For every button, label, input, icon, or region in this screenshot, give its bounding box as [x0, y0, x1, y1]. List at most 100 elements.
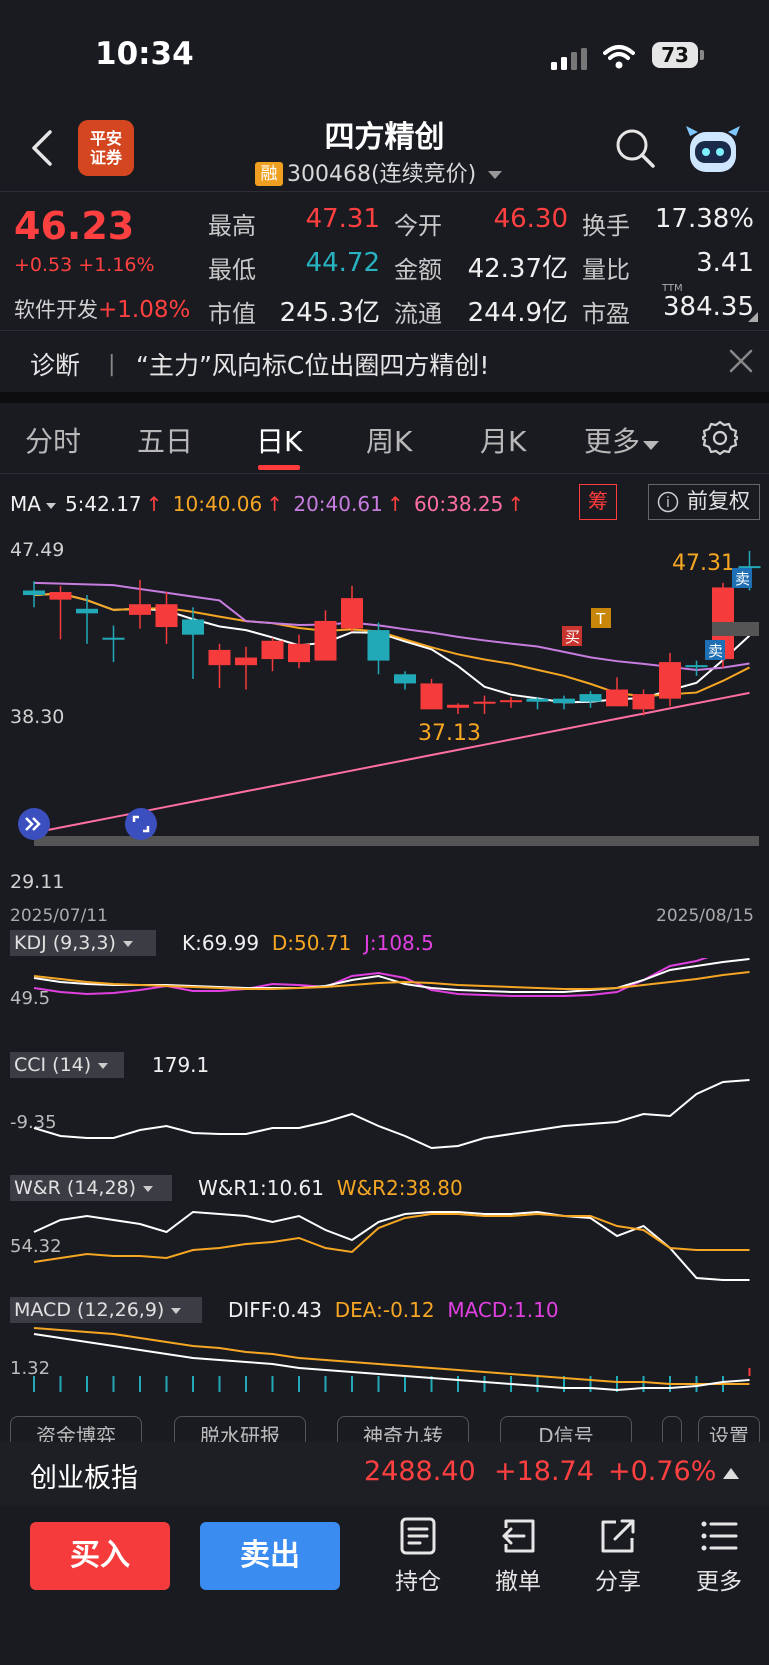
candle-body: [76, 608, 98, 614]
share-button[interactable]: 分享: [582, 1516, 654, 1596]
quote-value-pe: 384.35: [663, 292, 754, 322]
close-icon[interactable]: [728, 348, 754, 374]
fast-forward-icon: [18, 808, 50, 840]
tool-research[interactable]: 脱水研报: [174, 1416, 306, 1446]
quote-label-low: 最低: [208, 256, 256, 284]
dropdown-caret-icon: [122, 941, 133, 947]
status-time: 10:34: [95, 36, 194, 72]
svg-text:i: i: [666, 495, 670, 511]
dropdown-caret-icon: [643, 441, 660, 450]
kdj-selector[interactable]: KDJ (9,3,3): [10, 930, 156, 956]
tool-capital-game[interactable]: 资金博弈: [10, 1416, 142, 1446]
tab-monthly-k[interactable]: 月K: [480, 425, 527, 458]
tab-intraday[interactable]: 分时: [25, 425, 82, 458]
wr-values: W&R1:10.61 W&R2:38.80: [198, 1176, 463, 1200]
tool-d-signal[interactable]: D信号: [500, 1416, 632, 1446]
kdj-axis-label: 49.5: [10, 988, 50, 1009]
quote-value-turnover: 17.38%: [654, 204, 754, 234]
sell-mark-2-bg: [705, 640, 725, 660]
buy-button[interactable]: 买入: [30, 1522, 170, 1590]
candle-body: [632, 694, 655, 710]
broker-logo: 平安 证券: [78, 120, 134, 176]
wr-axis-label: 54.32: [10, 1236, 62, 1257]
sell-button[interactable]: 卖出: [200, 1522, 340, 1590]
tab-weekly-k[interactable]: 周K: [366, 425, 413, 458]
stock-code-selector[interactable]: 融 300468(连续竞价): [255, 156, 503, 188]
wr-selector[interactable]: W&R (14,28): [10, 1175, 172, 1201]
index-ticker-bar[interactable]: [0, 1442, 769, 1506]
ma60-line: [33, 691, 750, 834]
search-icon[interactable]: [614, 127, 656, 169]
date-end: 2025/08/15: [656, 906, 754, 926]
quote-label-open: 今开: [394, 212, 442, 240]
divider: [0, 473, 769, 474]
gear-icon[interactable]: [702, 420, 738, 456]
macd-values: DIFF:0.43 DEA:-0.12 MACD:1.10: [228, 1298, 559, 1322]
tab-more[interactable]: 更多: [584, 420, 660, 460]
cancel-order-icon: [502, 1519, 535, 1553]
candle-body: [288, 643, 310, 663]
quote-label-amount: 金额: [394, 256, 442, 284]
candle-body: [553, 698, 575, 704]
t-mark-bg: [591, 608, 611, 628]
cellular-signal-icon: [551, 48, 587, 70]
index-change: +18.74: [494, 1456, 594, 1487]
quote-value-float-cap: 244.9亿: [467, 298, 568, 328]
cancel-order-button[interactable]: 撤单: [482, 1516, 554, 1596]
candle-body: [659, 662, 681, 699]
diagnosis-headline[interactable]: “主力”风向标C位出圈四方精创!: [136, 351, 490, 380]
current-price: 46.23: [14, 204, 135, 248]
active-tab-underline: [258, 465, 300, 470]
diagnosis-separator: |: [108, 352, 116, 377]
candle-body: [685, 665, 708, 668]
date-start: 2025/07/11: [10, 906, 108, 926]
cci-selector[interactable]: CCI (14): [10, 1052, 124, 1078]
divider: [0, 191, 769, 192]
index-value: 2488.40: [364, 1456, 476, 1487]
candle-body: [314, 620, 337, 661]
stock-title: 四方精创: [324, 120, 445, 155]
ma-label[interactable]: MA: [10, 492, 41, 516]
sell-mark: 卖: [735, 570, 750, 588]
battery-indicator: 73: [652, 42, 698, 68]
margin-badge: 融: [255, 162, 283, 186]
dropdown-caret-icon: [45, 503, 56, 509]
diagnosis-label[interactable]: 诊断: [30, 351, 81, 380]
sector-info[interactable]: 软件开发+1.08%: [14, 297, 191, 323]
candle-body: [526, 698, 549, 702]
y-axis-high: 47.49: [10, 539, 64, 561]
tab-daily-k[interactable]: 日K: [256, 425, 303, 458]
tool-settings[interactable]: 设置: [698, 1416, 760, 1446]
tab-five-day[interactable]: 五日: [137, 425, 194, 458]
more-button[interactable]: 更多: [683, 1516, 755, 1596]
fast-forward-chevrons: [25, 817, 41, 831]
candle-body: [208, 649, 231, 666]
tool-nine-turn[interactable]: 神奇九转: [337, 1416, 469, 1446]
position-list-icon: [400, 1517, 436, 1555]
back-arrow-icon[interactable]: [28, 128, 56, 168]
ai-assistant-robot-icon[interactable]: [684, 124, 742, 174]
quote-label-volume-ratio: 量比: [582, 256, 630, 284]
expand-up-icon[interactable]: [722, 1466, 740, 1480]
dropdown-caret-icon: [98, 1063, 109, 1069]
macd-axis-label: 1.32: [10, 1358, 50, 1379]
menu-icon: [701, 1521, 738, 1551]
chip-distribution-button[interactable]: 筹: [579, 484, 617, 520]
quote-label-pe: 市盈: [582, 300, 630, 328]
cci-chart: -9.35: [10, 1079, 750, 1150]
quote-value-volume-ratio: 3.41: [696, 248, 754, 278]
section-gap: [0, 392, 769, 403]
kdj-chart: 49.5: [10, 958, 750, 1009]
share-icon: [601, 1519, 635, 1553]
macd-selector[interactable]: MACD (12,26,9): [10, 1297, 202, 1323]
candle-body: [155, 604, 178, 628]
quote-value-amount: 42.37亿: [467, 254, 568, 284]
tool-hidden[interactable]: [662, 1416, 682, 1446]
adjust-mode-button[interactable]: i 前复权: [648, 484, 760, 520]
position-button[interactable]: 持仓: [382, 1516, 454, 1596]
kdj-values: K:69.99 D:50.71 J:108.5: [182, 931, 434, 955]
candle-body: [473, 701, 496, 704]
wr-chart: 54.32: [10, 1210, 750, 1281]
buy-mark: 买: [565, 628, 580, 646]
